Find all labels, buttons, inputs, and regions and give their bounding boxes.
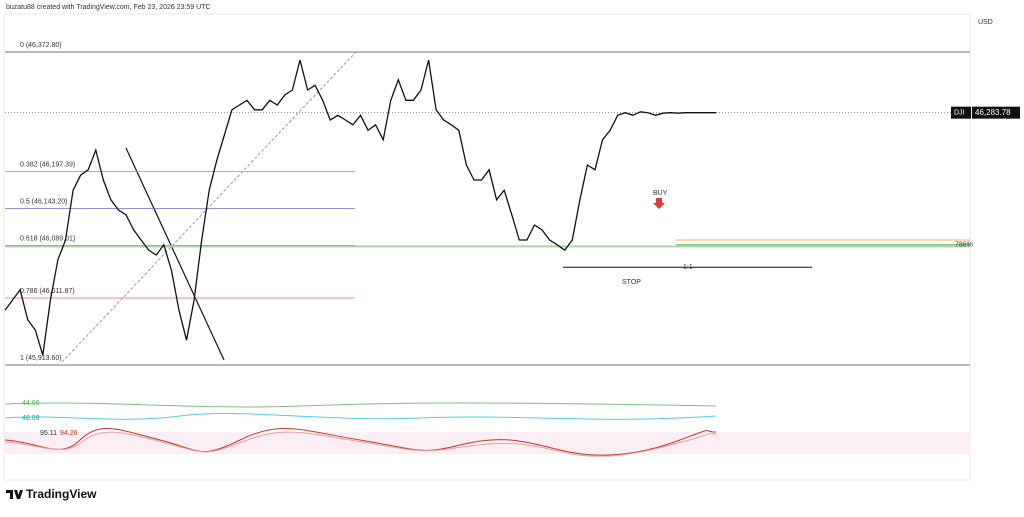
stoch-k xyxy=(4,427,717,456)
fib-label: 0 (46,372.80) xyxy=(20,42,62,49)
adx-line xyxy=(4,402,717,408)
buy-arrow xyxy=(653,198,665,209)
last-price: 46,283.78 xyxy=(975,108,1011,117)
di-label: 48.09 xyxy=(22,415,40,422)
buy-label: BUY xyxy=(653,190,668,197)
fib-trend-line xyxy=(61,51,357,363)
currency: USD xyxy=(978,19,993,26)
di-line xyxy=(4,413,717,420)
fib-label: 0.618 (46,089.01) xyxy=(20,235,75,242)
drawn-line xyxy=(125,147,225,361)
logo xyxy=(6,490,23,499)
stop-label: STOP xyxy=(622,279,641,286)
price-line xyxy=(4,59,716,356)
stoch-band xyxy=(4,432,970,454)
symbol-box xyxy=(951,106,971,119)
ratio-label: 1:1 xyxy=(683,264,693,271)
price-box xyxy=(972,106,1020,119)
fib-label: 0.5 (46,143.20) xyxy=(20,198,67,205)
fib-label: 1 (45,913.60) xyxy=(20,355,62,362)
footer-logo: TradingView xyxy=(26,487,97,501)
stoch-k-label: 95.11 xyxy=(40,430,57,437)
fib-label: 0.786 (46,011.87) xyxy=(20,288,75,295)
stoch-d xyxy=(4,431,717,457)
symbol: DJI xyxy=(954,110,965,117)
level-label: 786% xyxy=(955,242,973,249)
fib-label: 0.382 (46,197.39) xyxy=(20,161,75,168)
adx-label: 44.66 xyxy=(22,400,40,407)
stoch-d-label: 94.26 xyxy=(60,430,78,437)
header: buzatu88 created with TradingView.com, F… xyxy=(6,4,211,11)
